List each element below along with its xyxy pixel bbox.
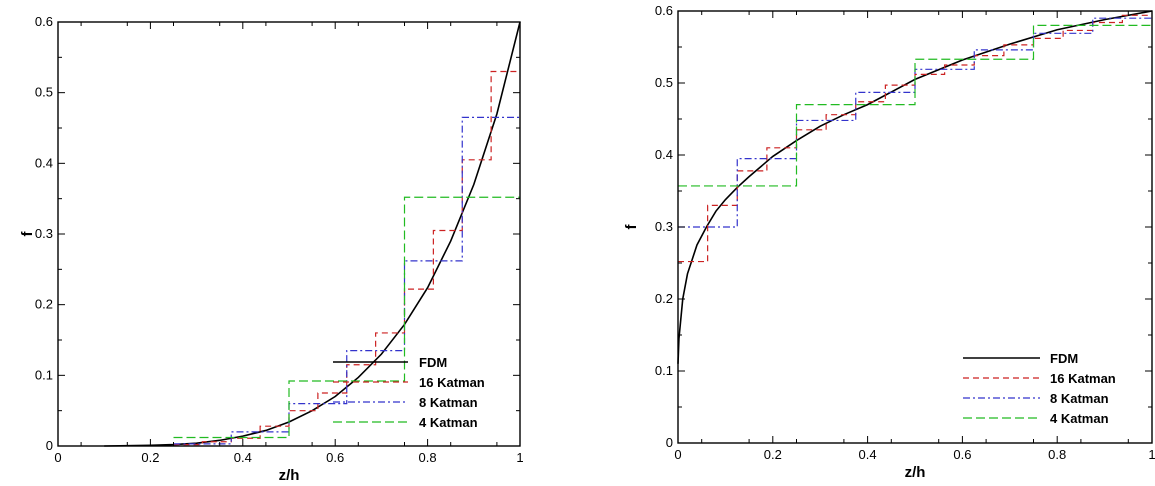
legend-label-16-katman: 16 Katman bbox=[1050, 371, 1116, 386]
x-tick-label: 1 bbox=[1148, 447, 1155, 462]
x-tick-label: 0.2 bbox=[141, 450, 159, 465]
y-tick-label: 0.1 bbox=[655, 363, 673, 378]
x-axis-label: z/h bbox=[905, 464, 926, 481]
x-tick-label: 0.4 bbox=[859, 447, 877, 462]
y-tick-label: 0 bbox=[666, 435, 673, 450]
y-tick-label: 0.4 bbox=[35, 155, 53, 170]
y-axis-label: f bbox=[623, 224, 640, 230]
legend-label-8-katman: 8 Katman bbox=[419, 395, 478, 410]
legend-label-fdm: FDM bbox=[419, 355, 447, 370]
y-tick-label: 0.6 bbox=[655, 3, 673, 18]
y-tick-label: 0.4 bbox=[655, 147, 673, 162]
y-tick-label: 0.2 bbox=[655, 291, 673, 306]
x-tick-label: 0 bbox=[54, 450, 61, 465]
series-line-fdm bbox=[677, 10, 1153, 364]
chart-panel-2: 0 0.2 0.4 0.6 0.8 1 0 0.1 0.2 0.3 0.4 0.5 0.6 z/h f FDM… bbox=[623, 3, 1155, 481]
x-tick-label: 0.6 bbox=[326, 450, 344, 465]
y-tick-label: 0.6 bbox=[35, 14, 53, 29]
series-line-16-katman bbox=[678, 14, 1152, 263]
x-tick-label: 1 bbox=[516, 450, 523, 465]
series-line-4-katman bbox=[678, 24, 1152, 187]
y-tick-label: 0.5 bbox=[655, 75, 673, 90]
y-axis-label: f bbox=[19, 231, 36, 237]
y-tick-label: 0.5 bbox=[35, 85, 53, 100]
legend-label-16-katman: 16 Katman bbox=[419, 375, 485, 390]
legend-label-fdm: FDM bbox=[1050, 351, 1078, 366]
y-tick-label: 0 bbox=[46, 438, 53, 453]
x-tick-label: 0 bbox=[674, 447, 681, 462]
y-tick-label: 0.1 bbox=[35, 367, 53, 382]
x-tick-label: 0.8 bbox=[1048, 447, 1066, 462]
y-tick-label: 0.2 bbox=[35, 297, 53, 312]
legend-label-4-katman: 4 Katman bbox=[1050, 411, 1109, 426]
legend-label-4-katman: 4 Katman bbox=[419, 415, 478, 430]
series-line-8-katman bbox=[678, 17, 1152, 228]
x-tick-label: 0.6 bbox=[953, 447, 971, 462]
y-tick-label: 0.3 bbox=[655, 219, 673, 234]
x-tick-label: 0.8 bbox=[419, 450, 437, 465]
chart-panel-1: 0 0.2 0.4 0.6 0.8 1 0 0.1 0.2 0.3 0.4 0.5 0.6 z/h f FDM… bbox=[19, 14, 524, 484]
x-tick-label: 0.2 bbox=[764, 447, 782, 462]
x-tick-label: 0.4 bbox=[234, 450, 252, 465]
series-line-4-katman bbox=[173, 196, 520, 439]
x-axis-label: z/h bbox=[279, 467, 300, 484]
y-tick-label: 0.3 bbox=[35, 226, 53, 241]
legend-label-8-katman: 8 Katman bbox=[1050, 391, 1109, 406]
series-line-8-katman bbox=[173, 116, 520, 445]
